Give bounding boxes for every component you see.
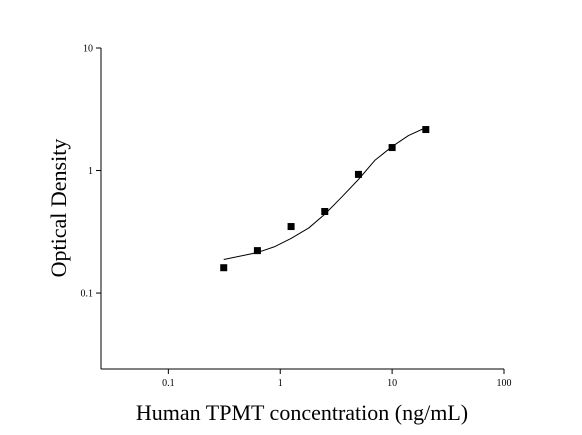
- x-axis-title: Human TPMT concentration (ng/mL): [136, 400, 468, 425]
- x-tick-label: 100: [497, 378, 512, 389]
- y-tick-label: 10: [83, 44, 93, 55]
- y-tick-label: 1: [88, 166, 93, 177]
- data-point: [253, 247, 261, 255]
- x-tick-label: 1: [278, 378, 283, 389]
- y-tick-label: 0.1: [81, 289, 94, 300]
- x-tick-label: 0.1: [162, 378, 175, 389]
- data-point: [354, 170, 362, 178]
- data-point: [388, 144, 396, 152]
- y-axis-title: Optical Density: [46, 139, 71, 278]
- data-point: [321, 208, 329, 216]
- data-point: [422, 126, 430, 134]
- data-point: [220, 264, 228, 272]
- x-tick-label: 10: [387, 378, 397, 389]
- data-point: [287, 223, 295, 231]
